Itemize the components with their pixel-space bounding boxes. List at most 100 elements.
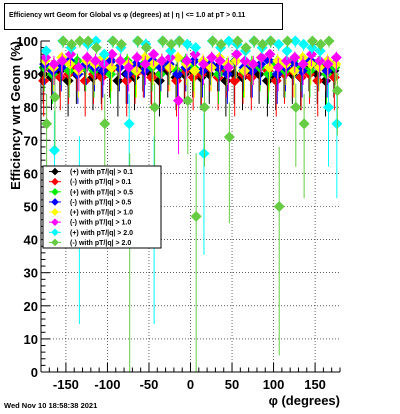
- legend-label: (+) with pT/|q| > 0.1: [70, 169, 133, 176]
- legend-label: (+) with pT/|q| > 1.0: [70, 210, 133, 217]
- y-tick-label: 60: [24, 166, 38, 181]
- data-point: [315, 38, 327, 50]
- data-point: [190, 42, 202, 54]
- data-point: [290, 101, 302, 113]
- data-point: [206, 52, 218, 64]
- data-point: [248, 35, 260, 47]
- legend-label: (-) with pT/|q| > 1.0: [70, 220, 131, 227]
- data-point: [173, 95, 185, 107]
- data-point: [182, 95, 194, 107]
- data-point: [148, 48, 160, 60]
- data-point: [289, 52, 301, 64]
- data-point: [222, 61, 234, 73]
- data-point: [239, 55, 251, 67]
- data-point: [157, 35, 169, 47]
- y-tick-label: 90: [24, 67, 38, 82]
- data-point: [74, 35, 86, 47]
- y-tick-label: 70: [24, 133, 38, 148]
- y-tick-label: 80: [24, 100, 38, 115]
- data-point: [106, 48, 118, 60]
- data-point: [272, 61, 284, 73]
- data-point: [81, 52, 93, 64]
- data-point: [331, 85, 343, 97]
- data-point: [330, 52, 342, 64]
- data-point: [172, 52, 184, 64]
- data-point: [197, 58, 209, 70]
- x-tick-label: -100: [94, 377, 120, 392]
- legend-label: (+) with pT/|q| > 2.0: [70, 230, 133, 237]
- data-point: [181, 38, 193, 50]
- y-tick-label: 10: [24, 332, 38, 347]
- data-point: [215, 38, 227, 50]
- data-point: [323, 35, 335, 47]
- data-point: [174, 35, 186, 47]
- series-5: [40, 48, 342, 155]
- legend-label: (+) with pT/|q| > 0.5: [70, 189, 133, 196]
- data-point: [256, 52, 268, 64]
- y-tick-label: 40: [24, 233, 38, 248]
- data-point: [149, 101, 161, 113]
- data-point: [289, 35, 301, 47]
- data-point: [132, 35, 144, 47]
- data-point: [123, 118, 135, 130]
- data-point: [114, 55, 126, 67]
- legend-label: (-) with pT/|q| > 0.1: [70, 179, 131, 186]
- data-point: [231, 48, 243, 60]
- data-point: [57, 35, 69, 47]
- data-point: [190, 210, 202, 222]
- y-tick-label: 0: [31, 365, 38, 380]
- data-point: [264, 48, 276, 60]
- data-point: [165, 38, 177, 50]
- data-point: [223, 35, 235, 47]
- data-point: [107, 35, 119, 47]
- data-point: [273, 201, 285, 212]
- data-point: [73, 61, 85, 73]
- data-point: [98, 48, 110, 60]
- data-point: [323, 101, 335, 113]
- y-tick-label: 50: [24, 200, 38, 215]
- data-point: [223, 131, 235, 143]
- data-point: [115, 38, 127, 50]
- data-point: [314, 55, 326, 67]
- timestamp: Wed Nov 10 18:58:38 2021: [4, 401, 98, 410]
- x-axis-title: φ (degrees): [269, 393, 340, 408]
- data-point: [214, 55, 226, 67]
- x-tick-label: -150: [53, 377, 79, 392]
- legend-box: [42, 165, 162, 249]
- data-point: [90, 35, 102, 47]
- legend-label: (-) with pT/|q| > 2.0: [70, 240, 131, 247]
- data-point: [41, 118, 53, 130]
- data-point: [89, 55, 101, 67]
- data-point: [273, 38, 285, 50]
- data-point: [48, 144, 60, 156]
- data-point: [282, 35, 294, 47]
- chart-title: Efficiency wrt Geom for Global vs φ (deg…: [9, 12, 246, 19]
- data-point: [232, 35, 244, 47]
- legend: (+) with pT/|q| > 0.1 (-) with pT/|q| > 0…: [42, 165, 162, 249]
- y-axis-title: Efficiency wrt Geom (%): [8, 41, 23, 190]
- data-point: [298, 118, 310, 130]
- x-tick-label: 100: [263, 377, 285, 392]
- data-point: [99, 118, 111, 130]
- x-tick-label: 50: [225, 377, 239, 392]
- data-point: [281, 45, 293, 57]
- data-point: [56, 55, 68, 67]
- data-point: [298, 38, 310, 50]
- data-point: [229, 75, 241, 87]
- data-point: [263, 61, 275, 73]
- data-point: [322, 58, 334, 70]
- data-point: [140, 42, 152, 54]
- data-point: [281, 55, 293, 67]
- data-point: [123, 61, 135, 73]
- x-tick-label: 150: [304, 377, 326, 392]
- data-point: [121, 75, 133, 87]
- data-point: [49, 91, 61, 103]
- data-point: [156, 55, 168, 67]
- data-point: [90, 42, 102, 54]
- y-tick-label: 30: [24, 266, 38, 281]
- x-tick-label: 0: [187, 377, 194, 392]
- series-7: [41, 35, 343, 372]
- data-point: [189, 65, 201, 77]
- data-point: [131, 52, 143, 64]
- data-point: [139, 58, 151, 70]
